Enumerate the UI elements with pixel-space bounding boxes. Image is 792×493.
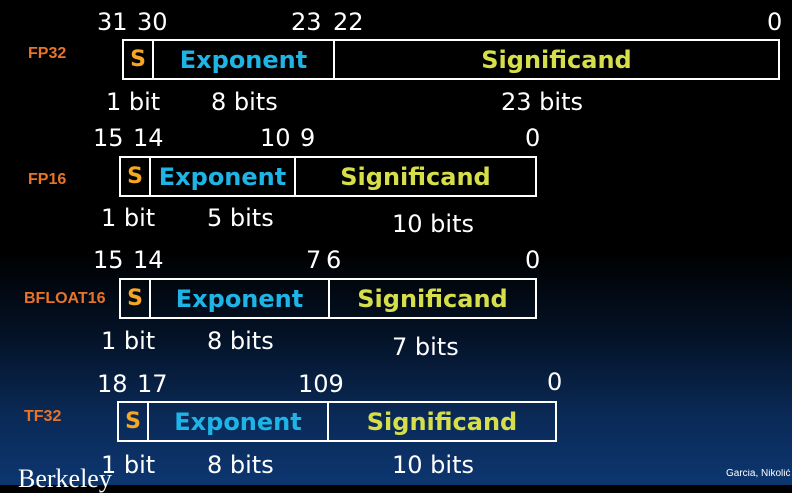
bit-index-15: 15 bbox=[93, 246, 124, 274]
significand-field: Significand bbox=[333, 41, 778, 78]
exponent-field: Exponent bbox=[152, 41, 333, 78]
bit-index-10-9: 109 bbox=[298, 370, 344, 398]
sign-width: 1 bit bbox=[106, 88, 161, 116]
bit-index-9: 9 bbox=[300, 124, 316, 152]
significand-width: 7 bits bbox=[392, 333, 459, 361]
bit-layout-box: S Exponent Significand bbox=[119, 156, 537, 197]
format-label: FP16 bbox=[28, 171, 67, 188]
bit-layout-box: S Exponent Significand bbox=[122, 39, 780, 80]
bit-index-0: 0 bbox=[767, 8, 783, 36]
bit-index-31: 31 bbox=[97, 8, 128, 36]
significand-field: Significand bbox=[294, 158, 535, 195]
bit-index-10: 10 bbox=[260, 124, 291, 152]
exponent-width: 8 bits bbox=[207, 327, 274, 355]
sign-width: 1 bit bbox=[101, 327, 156, 355]
sign-field: S bbox=[130, 46, 146, 72]
bit-index-30: 30 bbox=[137, 8, 168, 36]
exponent-width: 8 bits bbox=[207, 451, 274, 479]
exponent-width: 5 bits bbox=[207, 204, 274, 232]
bit-index-17: 17 bbox=[137, 370, 168, 398]
bit-index-22: 22 bbox=[333, 8, 364, 36]
significand-width: 10 bits bbox=[392, 210, 474, 238]
bit-layout-box: S Exponent Significand bbox=[117, 401, 557, 442]
exponent-field: Exponent bbox=[147, 403, 327, 440]
bit-index-14: 14 bbox=[133, 124, 164, 152]
significand-field: Significand bbox=[327, 403, 555, 440]
format-label: BFLOAT16 bbox=[24, 290, 106, 307]
bit-index-0: 0 bbox=[547, 368, 563, 396]
bit-index-0: 0 bbox=[525, 124, 541, 152]
significand-width: 10 bits bbox=[392, 451, 474, 479]
exponent-width: 8 bits bbox=[211, 88, 278, 116]
significand-width: 23 bits bbox=[501, 88, 583, 116]
sign-field: S bbox=[125, 408, 141, 434]
bit-index-7: 7 bbox=[306, 246, 322, 274]
bit-index-18: 18 bbox=[97, 370, 128, 398]
bit-index-0: 0 bbox=[525, 246, 541, 274]
bit-index-6: 6 bbox=[326, 246, 342, 274]
significand-field: Significand bbox=[328, 280, 535, 317]
author-credit: Garcia, Nikolić bbox=[726, 469, 791, 479]
format-label: TF32 bbox=[24, 408, 62, 425]
bit-index-15: 15 bbox=[93, 124, 124, 152]
format-label: FP32 bbox=[28, 45, 67, 62]
bit-index-23: 23 bbox=[291, 8, 322, 36]
sign-field: S bbox=[127, 285, 143, 311]
sign-field: S bbox=[127, 163, 143, 189]
sign-width: 1 bit bbox=[101, 451, 156, 479]
bit-index-14: 14 bbox=[133, 246, 164, 274]
sign-width: 1 bit bbox=[101, 204, 156, 232]
bit-layout-box: S Exponent Significand bbox=[119, 278, 537, 319]
exponent-field: Exponent bbox=[149, 158, 294, 195]
berkeley-logo: Berkeley bbox=[18, 464, 112, 493]
exponent-field: Exponent bbox=[149, 280, 328, 317]
